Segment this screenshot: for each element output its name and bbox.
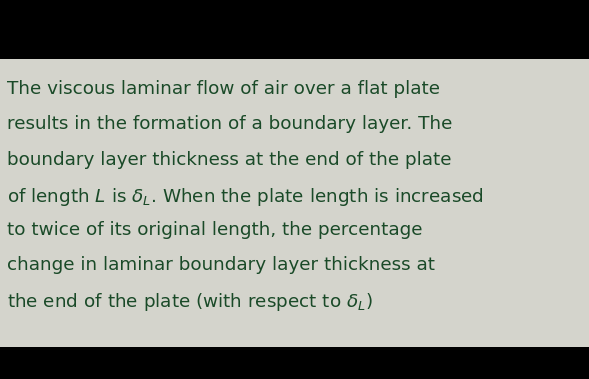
- Text: the end of the plate (with respect to $\delta_L$): the end of the plate (with respect to $\…: [7, 291, 373, 313]
- Text: results in the formation of a boundary layer. The: results in the formation of a boundary l…: [7, 116, 452, 133]
- Text: to twice of its original length, the percentage: to twice of its original length, the per…: [7, 221, 422, 239]
- Text: The viscous laminar flow of air over a flat plate: The viscous laminar flow of air over a f…: [7, 80, 440, 98]
- Text: of length $L$ is $\delta_L$. When the plate length is increased: of length $L$ is $\delta_L$. When the pl…: [7, 186, 484, 208]
- Text: change in laminar boundary layer thickness at: change in laminar boundary layer thickne…: [7, 256, 435, 274]
- Text: boundary layer thickness at the end of the plate: boundary layer thickness at the end of t…: [7, 150, 452, 169]
